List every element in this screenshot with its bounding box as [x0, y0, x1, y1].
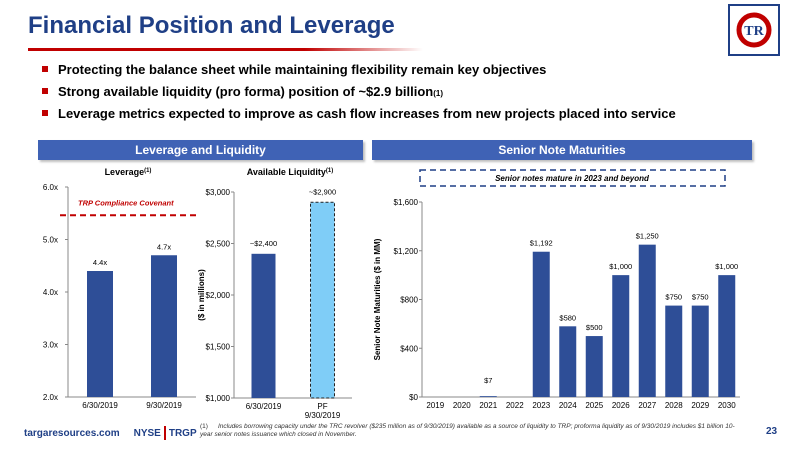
footer: targaresources.com NYSE TRGP: [24, 426, 197, 440]
footer-separator: [163, 426, 166, 440]
bar: [665, 305, 683, 397]
data-label: $1,000: [715, 262, 738, 271]
y-tick-label: $1,500: [206, 343, 231, 352]
x-tick-label: 2019: [426, 401, 444, 410]
data-label: 4.4x: [93, 258, 107, 267]
bar: [718, 275, 736, 397]
y-tick-label: $800: [400, 296, 418, 305]
y-tick-label: 4.0x: [43, 288, 58, 297]
y-tick-label: $3,000: [206, 188, 231, 197]
x-tick-label: 9/30/2019: [146, 401, 182, 410]
bar: [479, 396, 497, 397]
data-label: $1,000: [609, 262, 632, 271]
bar: [612, 275, 630, 397]
logo-text: TR: [744, 24, 764, 39]
footer-ticker: TRGP: [168, 427, 197, 439]
bar: [691, 305, 709, 397]
x-tick-label: 2026: [612, 401, 630, 410]
data-label: ~$2,900: [309, 187, 336, 196]
x-tick-label: 2021: [479, 401, 497, 410]
bar: [585, 336, 603, 397]
x-tick-label: 2028: [665, 401, 683, 410]
footer-website[interactable]: targaresources.com: [24, 427, 120, 439]
y-tick-label: 3.0x: [43, 341, 58, 350]
bar: [87, 271, 113, 397]
data-label: $580: [559, 313, 576, 322]
footer-exchange: NYSE: [133, 427, 161, 439]
x-tick-label: 2022: [506, 401, 524, 410]
bar: [532, 251, 550, 397]
data-label: $1,250: [636, 232, 659, 241]
banner-leverage-liquidity: Leverage and Liquidity: [38, 140, 363, 160]
bullet-text: Strong available liquidity (pro forma) p…: [58, 84, 434, 99]
bullet-marker: [42, 66, 48, 72]
annotation-text: Senior notes mature in 2023 and beyond: [495, 174, 650, 183]
chart-title: Leverage(1): [105, 167, 152, 177]
x-tick-label: 2023: [532, 401, 550, 410]
bar: [251, 253, 276, 398]
x-tick-label: 2030: [718, 401, 736, 410]
banner-senior-note-maturities: Senior Note Maturities: [372, 140, 752, 160]
data-label: $750: [692, 293, 709, 302]
x-tick-label: 2024: [559, 401, 577, 410]
y-tick-label: 6.0x: [43, 183, 58, 192]
bar: [638, 244, 656, 397]
data-label: ~$2,400: [250, 239, 277, 248]
bullet-text: Leverage metrics expected to improve as …: [58, 106, 676, 121]
y-tick-label: $1,200: [394, 247, 419, 256]
page-title: Financial Position and Leverage: [28, 12, 395, 39]
bar: [559, 326, 577, 397]
bar: [310, 201, 335, 399]
title-underline: [28, 48, 423, 51]
data-label: $750: [665, 293, 682, 302]
annotation-box: [419, 169, 726, 187]
bullet-marker: [42, 110, 48, 116]
data-label: $1,192: [530, 239, 553, 248]
data-label: $7: [484, 376, 492, 385]
bar: [151, 255, 177, 397]
x-tick-label: 2029: [691, 401, 709, 410]
y-tick-label: $0: [409, 393, 418, 402]
covenant-label: TRP Compliance Covenant: [78, 198, 174, 207]
y-axis-title: ($ in millions): [197, 269, 206, 321]
x-tick-label: 2020: [453, 401, 471, 410]
footnote-text: Includes borrowing capacity under the TR…: [200, 423, 735, 438]
y-tick-label: 5.0x: [43, 236, 58, 245]
y-tick-label: 2.0x: [43, 393, 58, 402]
y-axis-title: Senior Note Maturities ($ in MM): [373, 238, 382, 360]
footnote-ref: (1): [433, 89, 444, 98]
bullet-marker: [42, 88, 48, 94]
page-number: 23: [766, 426, 778, 437]
bullet-list: Protecting the balance sheet while maint…: [42, 62, 676, 128]
bullet-item: Strong available liquidity (pro forma) p…: [42, 84, 676, 100]
y-tick-label: $2,500: [206, 240, 231, 249]
company-logo: TR: [728, 4, 780, 56]
x-tick-label: 6/30/2019: [246, 402, 282, 411]
y-tick-label: $1,000: [206, 394, 231, 403]
data-label: 4.7x: [157, 242, 171, 251]
y-tick-label: $2,000: [206, 291, 231, 300]
x-tick-label: 6/30/2019: [82, 401, 118, 410]
data-label: $500: [586, 323, 603, 332]
x-tick-label: PF: [317, 402, 327, 411]
bullet-item: Leverage metrics expected to improve as …: [42, 106, 676, 122]
x-tick-label: 2027: [638, 401, 656, 410]
footnote-number: (1): [200, 423, 208, 430]
y-tick-label: $1,600: [394, 198, 419, 207]
bullet-item: Protecting the balance sheet while maint…: [42, 62, 676, 78]
x-tick-label: 2025: [585, 401, 603, 410]
bullet-text: Protecting the balance sheet while maint…: [58, 62, 547, 77]
footnote: (1) Includes borrowing capacity under the…: [200, 423, 740, 439]
x-tick-label: 9/30/2019: [305, 411, 341, 420]
chart-title: Available Liquidity(1): [247, 167, 334, 177]
y-tick-label: $400: [400, 344, 418, 353]
